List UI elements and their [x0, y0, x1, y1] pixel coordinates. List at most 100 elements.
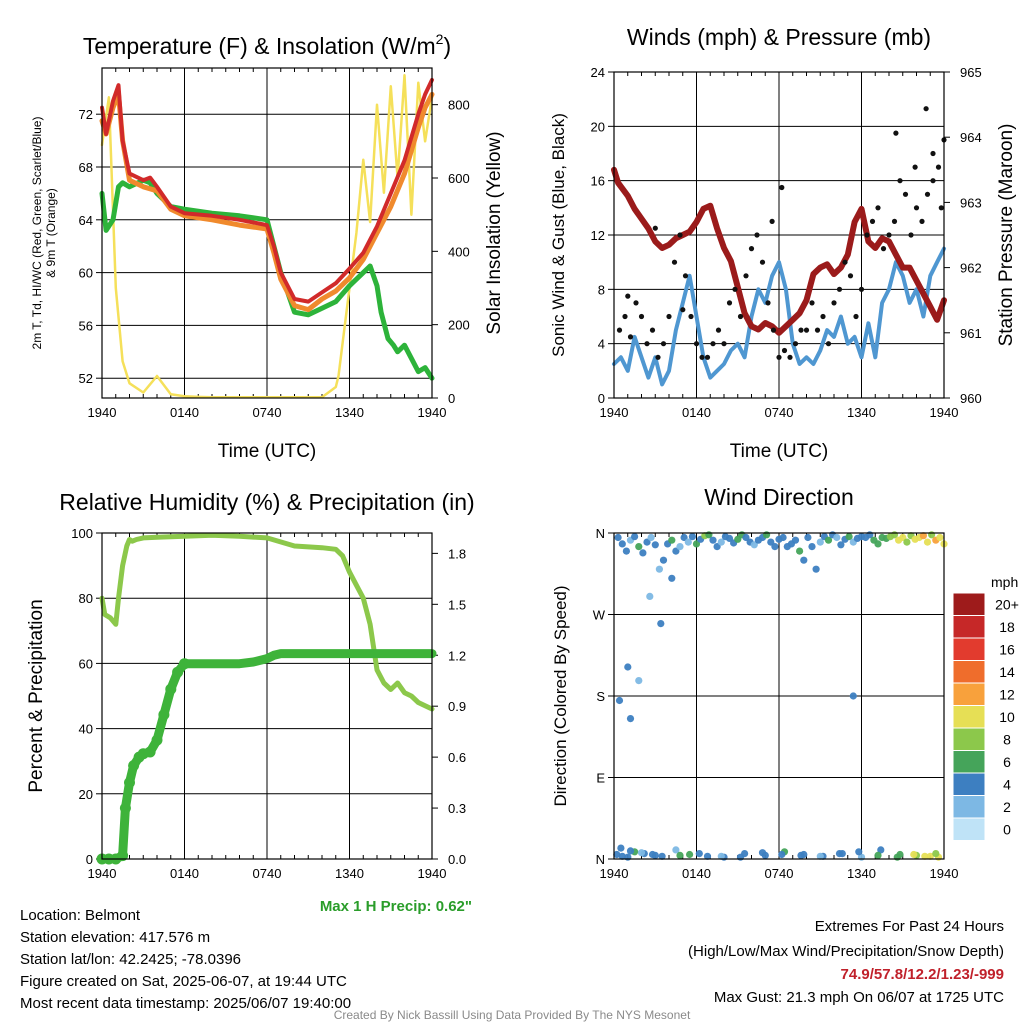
direction-point	[647, 533, 655, 542]
y-axis-label-line2: & 9m T (Orange)	[44, 188, 58, 278]
direction-point	[845, 533, 853, 541]
legend-label: 18	[999, 619, 1015, 635]
direction-point	[680, 533, 688, 542]
gust-point	[710, 341, 716, 347]
gust-point	[803, 327, 810, 333]
direction-point	[919, 532, 928, 540]
gust-point	[655, 354, 661, 360]
info-latlon: Station lat/lon: 42.2425; -78.0396	[20, 951, 242, 968]
gust-point	[776, 354, 782, 360]
direction-point	[816, 852, 824, 860]
x-tick-label: 1340	[847, 405, 876, 420]
x-axis-label: Time (UTC)	[730, 441, 829, 462]
x-tick-label: 1940	[88, 866, 117, 881]
y-tick-label: 80	[79, 591, 93, 606]
y-tick-label: 8	[598, 282, 605, 297]
legend-swatch	[952, 705, 986, 729]
gust-point	[699, 354, 705, 360]
direction-point	[736, 853, 745, 861]
y2-tick-label: 0.3	[448, 801, 466, 816]
gust-point	[726, 300, 733, 306]
gust-point	[704, 354, 711, 360]
x-tick-label: 1940	[88, 405, 117, 420]
legend-swatch	[952, 615, 986, 639]
y-tick-label: 20	[79, 787, 93, 802]
gust-point	[638, 313, 645, 320]
y2-tick-label: 1.5	[448, 597, 466, 612]
direction-point	[763, 531, 771, 539]
gust-point	[858, 286, 865, 292]
direction-point	[672, 846, 680, 854]
x-tick-label: 0140	[682, 866, 711, 881]
extremes-title: Extremes For Past 24 Hours	[814, 918, 1004, 935]
gust-point	[682, 273, 689, 279]
gust-point	[814, 327, 821, 333]
gust-point	[923, 106, 929, 112]
gust-point	[930, 178, 936, 184]
gust-point	[737, 313, 744, 320]
gust-point	[633, 300, 639, 306]
legend-label: 12	[999, 686, 1015, 702]
gust-point	[919, 218, 925, 224]
x-tick-label: 1340	[847, 866, 876, 881]
chart-title: Temperature (F) & Insolation (W/m2)	[83, 31, 451, 59]
y2-tick-label: 0	[448, 391, 455, 406]
x-tick-label: 1340	[335, 405, 364, 420]
chart-title: Wind Direction	[704, 484, 854, 510]
series-line-2m-temp	[100, 77, 434, 304]
direction-point	[639, 549, 647, 557]
y-tick-label: 60	[79, 266, 93, 281]
y2-tick-label: 963	[960, 195, 982, 210]
legend-label: 0	[1003, 821, 1011, 837]
direction-point	[659, 556, 668, 564]
gust-point	[912, 164, 918, 170]
direction-point	[921, 852, 929, 860]
max-precip-note: Max 1 H Precip: 0.62"	[320, 898, 472, 915]
gust-point	[652, 225, 658, 231]
gust-point	[875, 205, 881, 211]
series-line-wind	[612, 246, 946, 387]
gust-point	[622, 313, 628, 320]
legend-swatch	[952, 795, 986, 819]
y-axis-label: Sonic Wind & Gust (Blue, Black)	[549, 113, 568, 357]
x-tick-label: 1940	[930, 405, 959, 420]
gust-point	[693, 341, 700, 347]
gust-point	[754, 232, 760, 238]
direction-point	[877, 846, 885, 854]
gust-point	[781, 347, 788, 354]
y-axis-label: Percent & Precipitation	[26, 599, 47, 792]
direction-point	[797, 851, 805, 860]
direction-point	[936, 533, 944, 542]
gust-point	[616, 327, 623, 333]
gust-point	[935, 164, 942, 170]
gust-point	[886, 232, 892, 238]
direction-point	[816, 538, 824, 546]
y-tick-label: 40	[79, 722, 93, 737]
y-tick-label: 68	[79, 160, 93, 175]
y2-tick-label: 964	[960, 130, 982, 145]
gust-point	[913, 205, 920, 211]
legend-swatch	[952, 637, 986, 661]
direction-point	[646, 592, 654, 601]
plot-frame	[613, 532, 945, 860]
gust-point	[677, 232, 683, 238]
legend-swatch	[952, 592, 986, 616]
y-tick-label: 24	[591, 65, 605, 80]
plot-frame	[101, 532, 433, 860]
direction-point	[695, 850, 703, 858]
legend-swatch	[952, 750, 986, 774]
x-tick-label: 0740	[253, 405, 282, 420]
direction-point	[779, 533, 787, 542]
y2-tick-label: 965	[960, 65, 982, 80]
direction-point	[932, 850, 940, 858]
direction-point	[804, 533, 812, 542]
x-tick-label: 0740	[765, 405, 794, 420]
direction-point	[800, 556, 808, 564]
plot-frame	[613, 71, 945, 399]
precip-point	[172, 666, 184, 678]
direction-point	[903, 538, 911, 546]
direction-point	[626, 715, 635, 723]
y2-tick-label: 0.9	[448, 699, 466, 714]
y2-tick-label: 1.2	[448, 648, 466, 663]
y2-axis-label: Station Pressure (Maroon)	[996, 124, 1017, 347]
